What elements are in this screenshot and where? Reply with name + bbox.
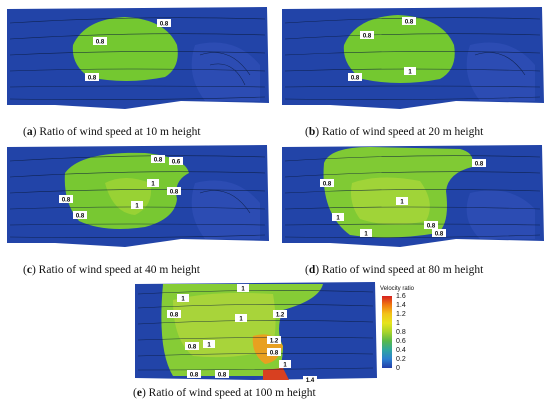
- contour-label: 1.2: [270, 339, 279, 345]
- panel-b: 0.8 0.8 0.8 1 (b) Ratio of wind speed at…: [280, 5, 545, 138]
- caption-b: (b) Ratio of wind speed at 20 m height: [305, 126, 484, 138]
- panel-e: 1 1 0.8 1 1.2 1 1.2 0.8 0.8 1 0.8 0.8 1.…: [133, 280, 378, 399]
- contour-label: 1: [283, 363, 287, 369]
- contour-label: 0.8: [76, 214, 85, 220]
- caption-d: (d) Ratio of wind speed at 80 m height: [305, 264, 484, 276]
- contour-label: 0.8: [427, 224, 436, 230]
- panel-c: 0.8 0.6 1 0.8 1 0.8 0.8 (c) Ratio of win…: [5, 143, 270, 276]
- contour-label: 0.8: [170, 190, 179, 196]
- contour-label: 1: [336, 216, 340, 222]
- legend-tick-label: 0.2: [396, 356, 406, 363]
- panel-a-plot: 0.8 0.8 0.8: [7, 7, 269, 109]
- contour-label: 0.8: [323, 182, 332, 188]
- legend-tick-label: 0.8: [396, 329, 406, 336]
- contour-label: 1.4: [306, 378, 315, 384]
- contour-label: 0.8: [188, 345, 197, 351]
- panel-d-plot: 0.8 0.8 1 1 0.8 0.8 1: [282, 145, 544, 247]
- legend-color-bar: [382, 296, 392, 368]
- contour-label: 0.8: [270, 351, 279, 357]
- legend-tick-label: 1.2: [396, 311, 406, 318]
- caption-a: (a) Ratio of wind speed at 10 m height: [23, 126, 201, 138]
- panel-b-plot: 0.8 0.8 0.8 1: [282, 7, 544, 109]
- contour-label: 0.8: [475, 162, 484, 168]
- contour-label: 0.8: [96, 40, 105, 46]
- contour-label: 1: [408, 70, 412, 76]
- legend-tick-label: 1.4: [396, 302, 406, 309]
- contour-label: 1: [400, 200, 404, 206]
- contour-label: 0.8: [154, 158, 163, 164]
- caption-c: (c) Ratio of wind speed at 40 m height: [23, 264, 200, 276]
- contour-label: 0.8: [170, 313, 179, 319]
- panel-a: 0.8 0.8 0.8 (a) Ratio of wind speed at 1…: [5, 5, 270, 138]
- legend-tick-label: 0: [396, 365, 400, 372]
- panel-e-plot: 1 1 0.8 1 1.2 1 1.2 0.8 0.8 1 0.8 0.8 1.…: [135, 282, 377, 384]
- contour-label: 0.8: [351, 76, 360, 82]
- contour-label: 0.8: [435, 232, 444, 238]
- contour-label: 0.8: [160, 22, 169, 28]
- contour-label: 1: [241, 287, 245, 293]
- contour-label: 1: [135, 204, 139, 210]
- contour-label: 0.8: [190, 373, 199, 379]
- contour-label: 1: [364, 232, 368, 238]
- contour-label: 1: [207, 343, 211, 349]
- panel-a-labels: 0.8 0.8 0.8: [85, 19, 171, 82]
- contour-label: 0.8: [363, 34, 372, 40]
- contour-label: 1: [181, 297, 185, 303]
- contour-label: 0.8: [405, 20, 414, 26]
- caption-e: (e) Ratio of wind speed at 100 m height: [133, 387, 316, 399]
- legend-tick-label: 1.6: [396, 293, 406, 300]
- panel-c-plot: 0.8 0.6 1 0.8 1 0.8 0.8: [7, 145, 269, 247]
- legend-title: Velocity ratio: [380, 286, 415, 292]
- contour-label: 0.8: [218, 373, 227, 379]
- contour-label: 1: [151, 182, 155, 188]
- contour-label: 0.6: [172, 160, 181, 166]
- velocity-ratio-legend: Velocity ratio 1.6 1.4 1.2 1 0.8 0.6 0.4 0.2 0: [380, 286, 440, 376]
- panel-d: 0.8 0.8 1 1 0.8 0.8 1 (d) Ratio of wind …: [280, 143, 545, 276]
- contour-label: 0.8: [88, 76, 97, 82]
- legend-tick-label: 0.6: [396, 338, 406, 345]
- contour-label: 1.2: [276, 313, 285, 319]
- contour-label: 1: [239, 317, 243, 323]
- contour-label: 0.8: [62, 198, 71, 204]
- legend-tick-label: 1: [396, 320, 400, 327]
- legend-tick-label: 0.4: [396, 347, 406, 354]
